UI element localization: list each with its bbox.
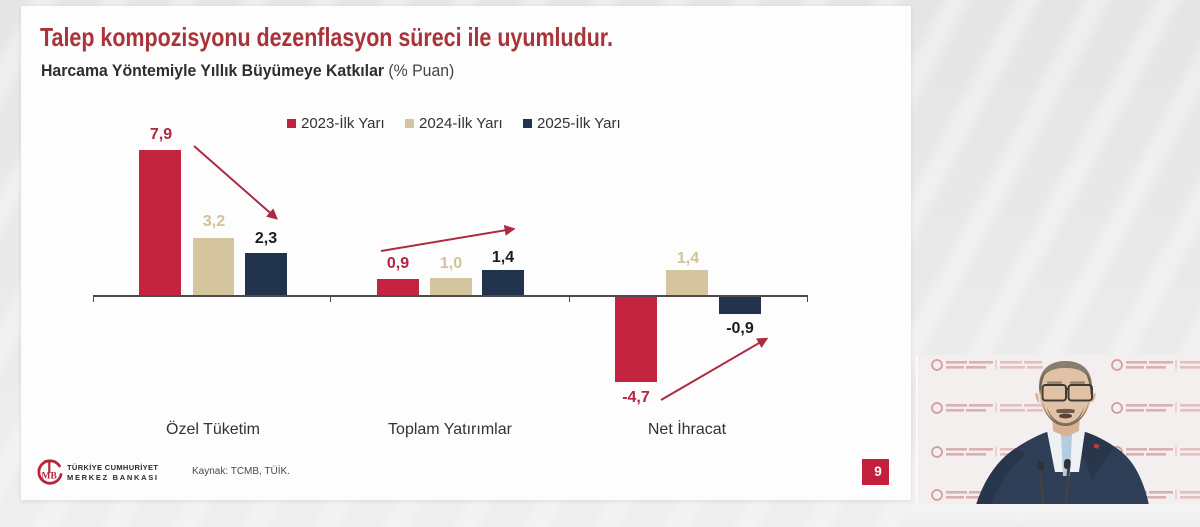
svg-text:MB: MB <box>42 472 58 482</box>
